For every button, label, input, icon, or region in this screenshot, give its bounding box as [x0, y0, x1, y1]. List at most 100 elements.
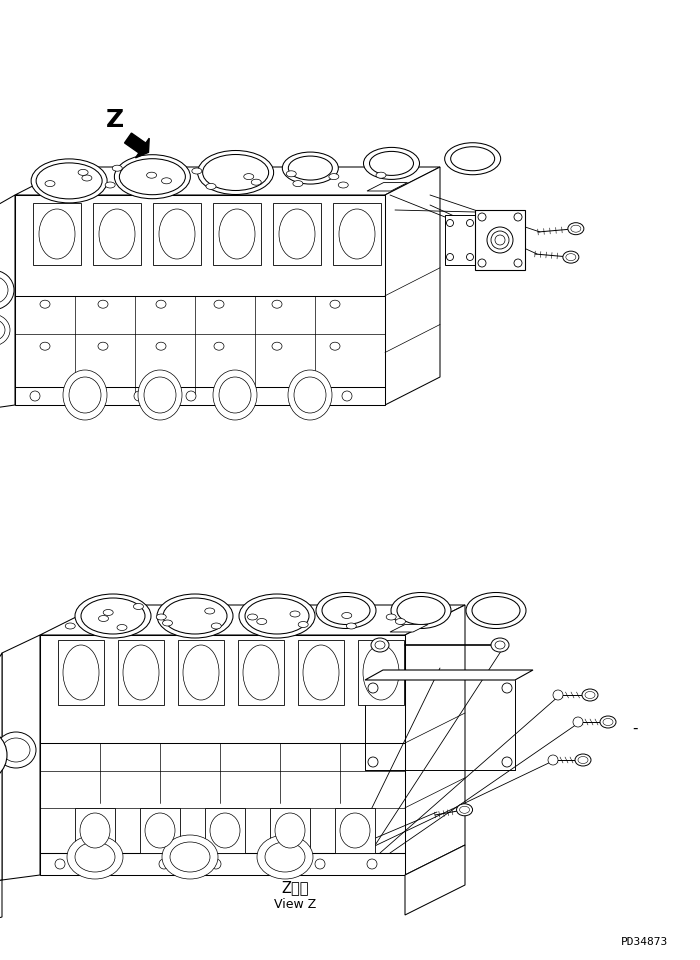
Ellipse shape: [112, 165, 122, 171]
Ellipse shape: [67, 835, 123, 879]
Ellipse shape: [582, 689, 598, 701]
Ellipse shape: [192, 168, 202, 174]
Polygon shape: [405, 845, 465, 915]
Ellipse shape: [0, 276, 8, 304]
Ellipse shape: [30, 391, 40, 401]
Ellipse shape: [157, 594, 233, 638]
Ellipse shape: [82, 175, 92, 181]
Polygon shape: [390, 625, 428, 632]
Polygon shape: [385, 167, 440, 405]
Ellipse shape: [566, 253, 576, 260]
Ellipse shape: [98, 342, 108, 350]
Text: Z: Z: [106, 108, 124, 132]
Ellipse shape: [0, 270, 14, 310]
Ellipse shape: [243, 645, 279, 700]
Ellipse shape: [163, 598, 227, 634]
Ellipse shape: [491, 231, 509, 249]
Ellipse shape: [265, 842, 305, 872]
Ellipse shape: [0, 319, 5, 341]
Ellipse shape: [573, 717, 583, 727]
Ellipse shape: [99, 209, 135, 259]
Ellipse shape: [286, 171, 296, 177]
Ellipse shape: [210, 813, 240, 848]
Ellipse shape: [330, 342, 340, 350]
Ellipse shape: [219, 209, 255, 259]
Ellipse shape: [272, 300, 282, 308]
Polygon shape: [153, 203, 201, 265]
Ellipse shape: [99, 615, 108, 621]
Ellipse shape: [514, 213, 522, 221]
Polygon shape: [140, 808, 180, 853]
Ellipse shape: [239, 594, 315, 638]
Ellipse shape: [40, 342, 50, 350]
Ellipse shape: [65, 623, 76, 629]
Ellipse shape: [288, 370, 332, 420]
Ellipse shape: [211, 623, 221, 629]
Polygon shape: [15, 195, 385, 405]
Polygon shape: [93, 203, 141, 265]
Ellipse shape: [257, 835, 313, 879]
Ellipse shape: [298, 621, 308, 628]
Ellipse shape: [315, 859, 325, 869]
Ellipse shape: [0, 727, 7, 783]
Ellipse shape: [279, 209, 315, 259]
Ellipse shape: [107, 859, 117, 869]
Ellipse shape: [78, 169, 88, 176]
Ellipse shape: [548, 755, 558, 765]
Ellipse shape: [75, 594, 151, 638]
Ellipse shape: [159, 209, 195, 259]
Ellipse shape: [478, 213, 486, 221]
Ellipse shape: [338, 182, 349, 188]
Polygon shape: [213, 203, 261, 265]
Text: Z　視: Z 視: [281, 880, 309, 896]
Ellipse shape: [451, 147, 495, 171]
Ellipse shape: [502, 683, 512, 693]
Polygon shape: [335, 808, 375, 853]
Ellipse shape: [456, 804, 473, 816]
Ellipse shape: [117, 625, 127, 631]
Ellipse shape: [322, 596, 370, 625]
Ellipse shape: [316, 592, 376, 629]
Polygon shape: [2, 635, 40, 880]
Ellipse shape: [63, 370, 107, 420]
Ellipse shape: [293, 180, 303, 186]
Ellipse shape: [162, 178, 172, 183]
Ellipse shape: [39, 209, 75, 259]
Ellipse shape: [105, 182, 115, 188]
Ellipse shape: [370, 152, 414, 176]
Ellipse shape: [248, 614, 258, 620]
Ellipse shape: [257, 618, 267, 625]
Polygon shape: [365, 670, 533, 680]
Ellipse shape: [395, 618, 405, 625]
Ellipse shape: [391, 592, 451, 629]
Ellipse shape: [571, 226, 581, 232]
Polygon shape: [0, 195, 15, 410]
Ellipse shape: [251, 180, 261, 185]
Polygon shape: [118, 640, 164, 705]
Ellipse shape: [263, 859, 273, 869]
Ellipse shape: [63, 645, 99, 700]
Polygon shape: [445, 215, 475, 265]
Ellipse shape: [146, 172, 157, 179]
Polygon shape: [40, 605, 465, 635]
Polygon shape: [333, 203, 381, 265]
Ellipse shape: [290, 611, 300, 617]
Ellipse shape: [214, 342, 224, 350]
Ellipse shape: [363, 148, 419, 180]
Text: PD34873: PD34873: [622, 937, 668, 947]
Ellipse shape: [303, 645, 339, 700]
Polygon shape: [0, 880, 2, 930]
Ellipse shape: [459, 806, 470, 813]
Ellipse shape: [134, 604, 143, 610]
Ellipse shape: [397, 596, 445, 625]
Ellipse shape: [368, 757, 378, 767]
Ellipse shape: [197, 151, 274, 195]
Ellipse shape: [162, 620, 172, 626]
Ellipse shape: [447, 220, 454, 227]
Polygon shape: [298, 640, 344, 705]
Ellipse shape: [466, 220, 473, 227]
Ellipse shape: [288, 156, 332, 180]
Ellipse shape: [159, 859, 169, 869]
Ellipse shape: [600, 716, 616, 728]
Ellipse shape: [40, 300, 50, 308]
